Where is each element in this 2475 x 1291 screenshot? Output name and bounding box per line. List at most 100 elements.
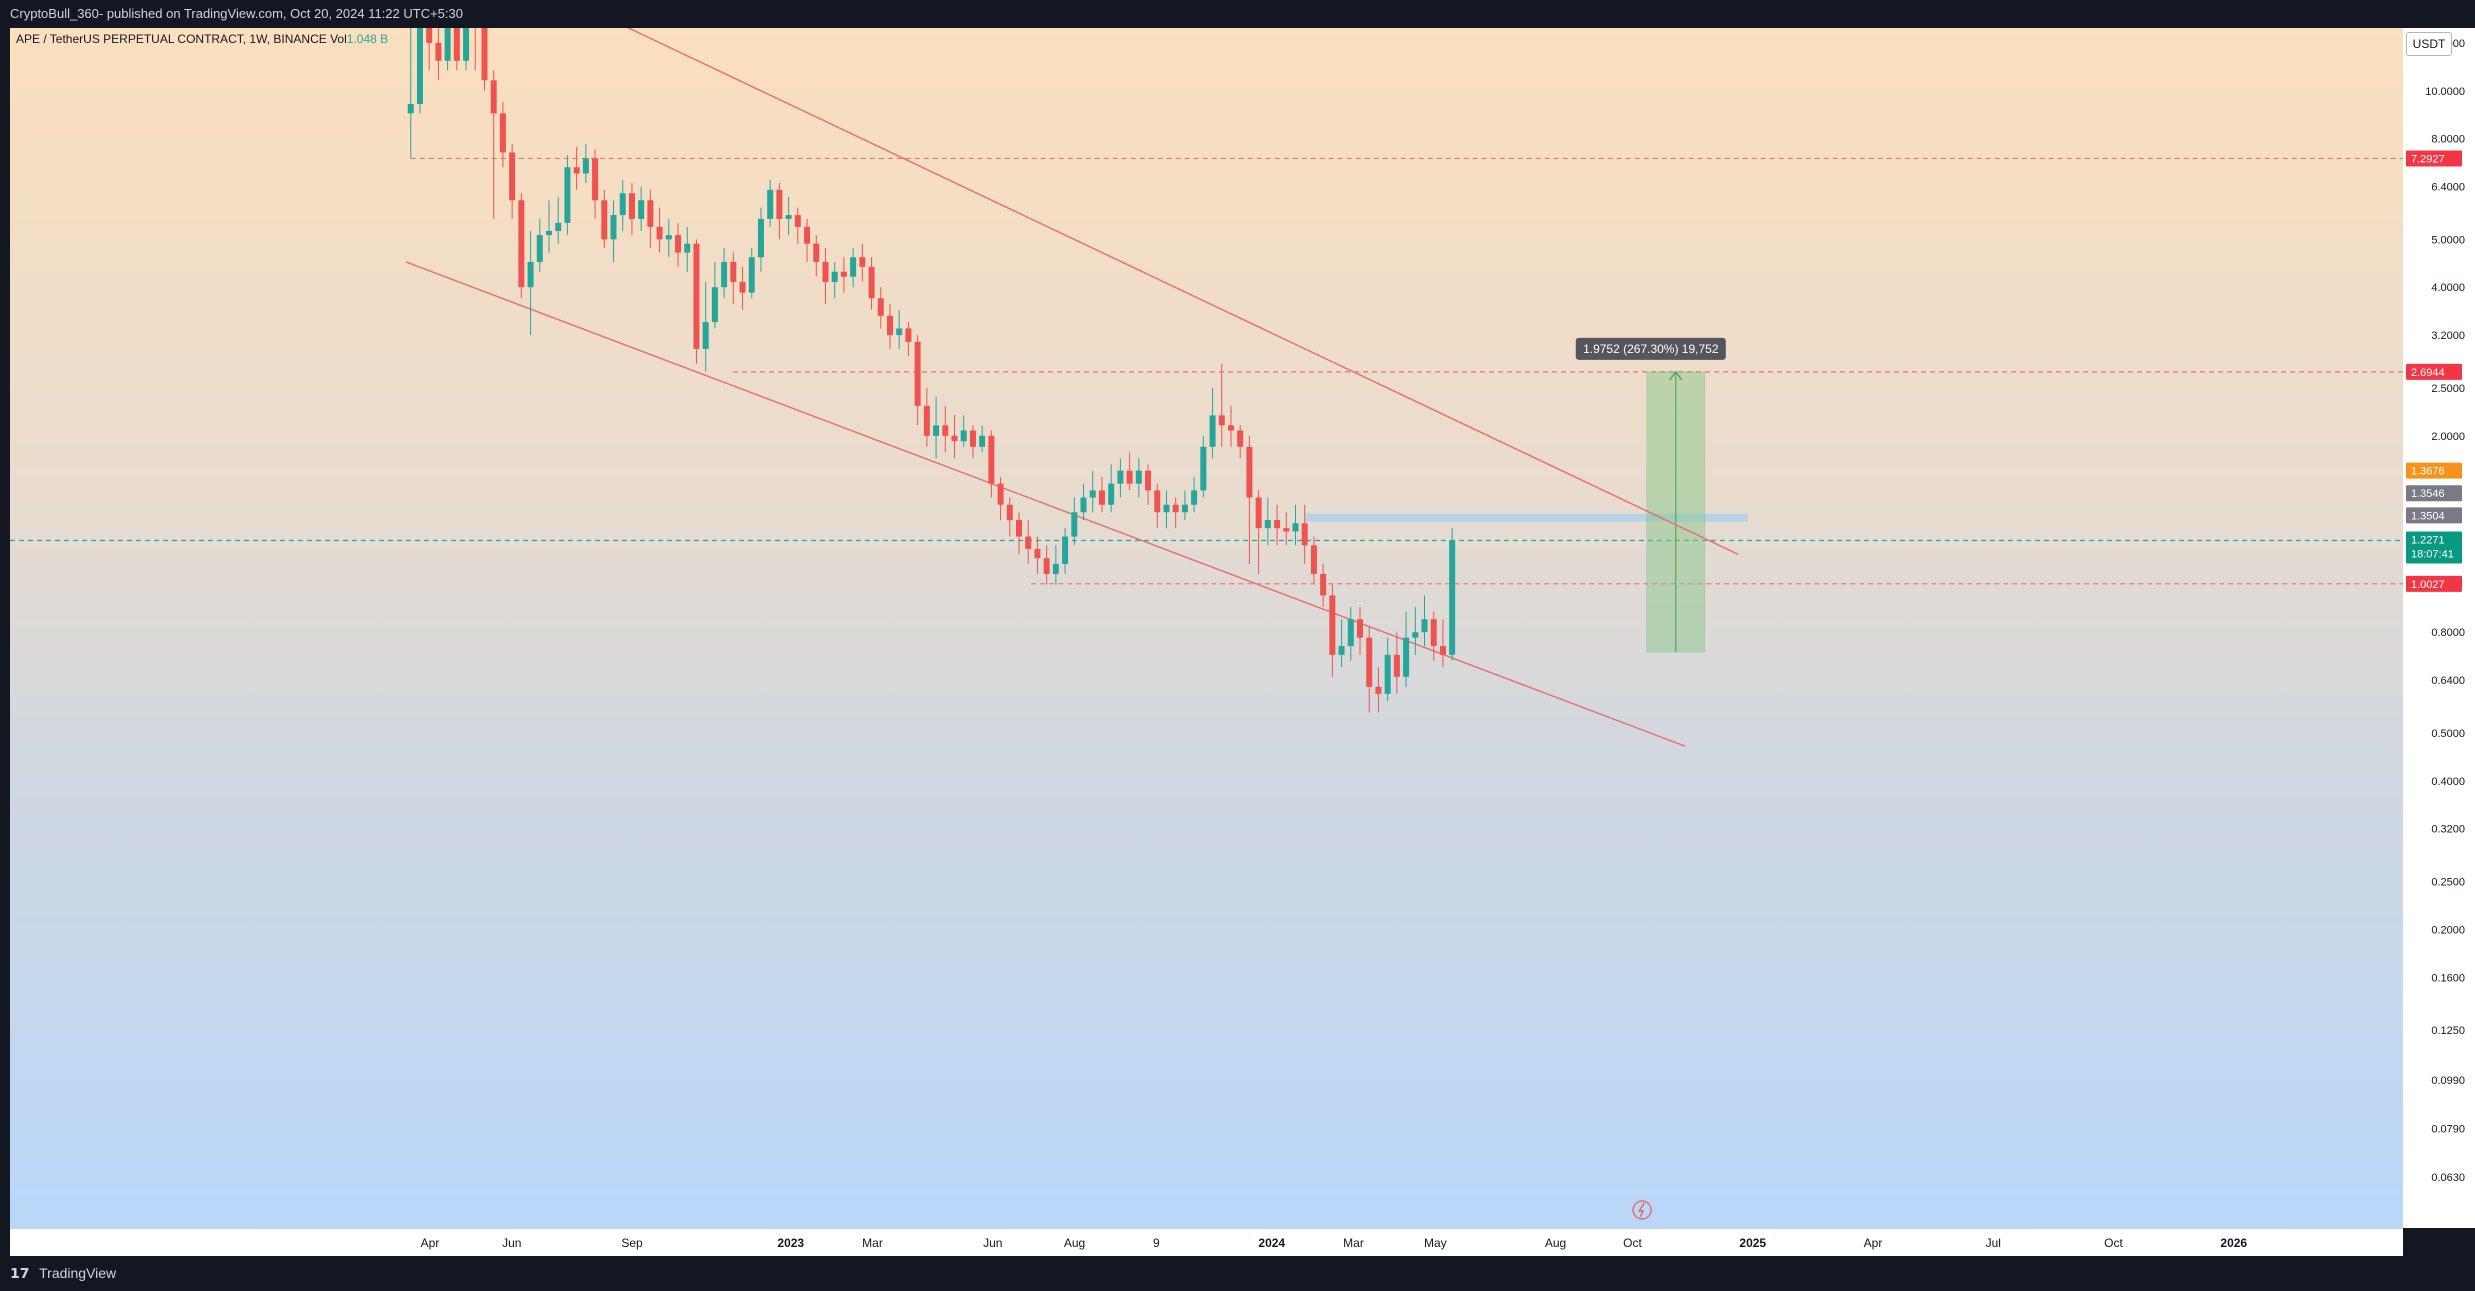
- candle: [1301, 504, 1308, 564]
- candle-body: [1255, 497, 1262, 529]
- candle-body: [730, 261, 737, 282]
- price-badge-label: 1.0027: [2411, 579, 2445, 591]
- candle-body: [647, 200, 654, 227]
- candle-body: [601, 200, 608, 240]
- price-badge-label: 1.2271: [2411, 535, 2445, 547]
- candle-body: [859, 257, 866, 267]
- candle-body: [573, 167, 580, 174]
- candle-body: [610, 215, 617, 240]
- candle-body: [702, 322, 709, 349]
- candle: [684, 226, 691, 272]
- time-tick-label: 2024: [1258, 1236, 1285, 1250]
- publish-line: CryptoBull_360- published on TradingView…: [10, 6, 463, 21]
- candle-body: [435, 42, 442, 61]
- candle: [868, 257, 875, 310]
- price-badge-label: 1.3676: [2411, 466, 2445, 478]
- candle: [942, 405, 949, 453]
- candle-body: [1227, 425, 1234, 431]
- candle: [1025, 520, 1032, 564]
- candle: [1209, 387, 1216, 459]
- candle-body: [1274, 520, 1281, 529]
- time-tick-label: Sep: [621, 1236, 643, 1250]
- candle: [1320, 563, 1327, 607]
- candle-body: [564, 167, 571, 223]
- time-tick-label: Apr: [421, 1236, 440, 1250]
- candle: [1098, 477, 1105, 513]
- candle-body: [886, 315, 893, 336]
- price-badge-countdown: 18:07:41: [2411, 549, 2454, 561]
- candle-body: [1320, 573, 1327, 596]
- candle-body: [951, 435, 958, 442]
- candle: [1430, 611, 1437, 661]
- candle-body: [1218, 415, 1225, 426]
- candle: [1246, 435, 1253, 564]
- candle-body: [1439, 646, 1446, 655]
- candle: [601, 189, 608, 249]
- candle: [444, 28, 451, 71]
- price-tick-label: 0.1250: [2431, 1025, 2465, 1037]
- candle-body: [813, 243, 820, 262]
- candle-body: [923, 405, 930, 436]
- candle: [647, 189, 654, 249]
- candle: [840, 257, 847, 293]
- candle: [979, 425, 986, 453]
- candle: [933, 396, 940, 459]
- candle: [1338, 619, 1345, 668]
- price-badge: 1.3676: [2406, 462, 2462, 479]
- candle: [1283, 512, 1290, 546]
- candle: [656, 207, 663, 253]
- candle-body: [628, 193, 635, 219]
- candle: [905, 322, 912, 357]
- publish-header: CryptoBull_360- published on TradingView…: [0, 0, 2475, 28]
- candle-body: [619, 193, 626, 216]
- price-tick-label: 0.2000: [2431, 924, 2465, 936]
- candle-body: [1237, 430, 1244, 447]
- candle: [1181, 490, 1188, 521]
- candle: [1071, 497, 1078, 546]
- candle: [1375, 667, 1382, 713]
- candle: [1366, 626, 1373, 713]
- candle: [969, 425, 976, 459]
- time-axis[interactable]: Apr Jun Sep 2023 Mar Jun Aug 9 2024 Mar May Aug Oct 2…: [10, 1228, 2403, 1257]
- candle: [481, 28, 488, 91]
- candle: [785, 196, 792, 236]
- candle: [831, 261, 838, 299]
- candle: [1062, 528, 1069, 574]
- candle-body: [711, 287, 718, 323]
- currency-selector[interactable]: USDT: [2406, 32, 2452, 56]
- candle: [518, 193, 525, 299]
- price-tick-label: 0.3200: [2431, 824, 2465, 836]
- candle: [1034, 536, 1041, 574]
- price-badge-bg: [2406, 531, 2462, 564]
- candle-body: [684, 243, 691, 253]
- candle: [1255, 490, 1262, 574]
- candle-body: [1283, 528, 1290, 532]
- candlestick-chart[interactable]: 1.9752 (267.30%) 19,752: [10, 28, 2403, 1228]
- candle: [499, 101, 506, 168]
- candle-body: [1421, 619, 1428, 633]
- time-tick-label: 2025: [1739, 1236, 1766, 1250]
- candle: [877, 287, 884, 329]
- candle: [665, 218, 672, 258]
- candle: [1449, 528, 1456, 661]
- price-badge: 1.2271 18:07:41: [2406, 531, 2462, 564]
- candle: [1191, 477, 1198, 513]
- price-badge-label: 1.3504: [2411, 510, 2445, 522]
- time-tick-label: Apr: [1864, 1236, 1883, 1250]
- candle: [509, 144, 516, 219]
- price-tick-label: 0.0990: [2431, 1075, 2465, 1087]
- candle: [730, 252, 737, 304]
- candle-body: [1329, 595, 1336, 655]
- candle: [1016, 512, 1023, 555]
- candle: [693, 239, 700, 364]
- price-badge-bg: [2406, 150, 2462, 167]
- time-tick-label: Jun: [983, 1236, 1002, 1250]
- candle-body: [1449, 540, 1456, 655]
- candle-body: [1246, 446, 1253, 498]
- price-tick-label: 2.0000: [2431, 431, 2465, 443]
- chart-pane[interactable]: 1.9752 (267.30%) 19,752 APE / TetherUS P…: [10, 28, 2403, 1228]
- price-axis[interactable]: 12.500010.00008.00006.40005.00004.00003.…: [2403, 28, 2475, 1228]
- candle-body: [1154, 490, 1161, 513]
- footer-bar: 𝟭𝟳 TradingView: [0, 1256, 2475, 1291]
- time-tick-label: Oct: [1623, 1236, 1642, 1250]
